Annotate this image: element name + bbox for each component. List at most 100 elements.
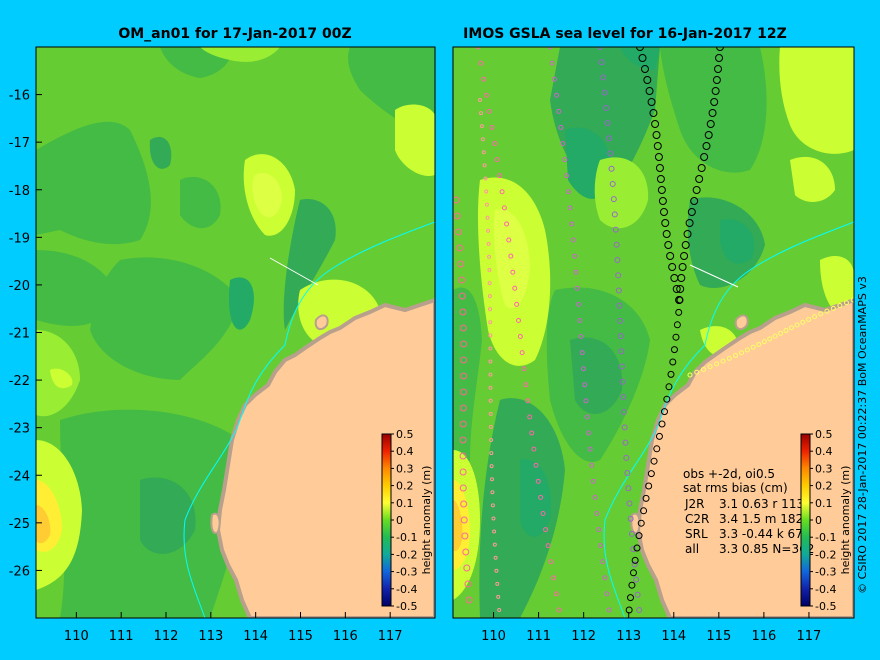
colorbar-label: height anomaly (m)	[839, 466, 852, 575]
obs-marker	[488, 385, 493, 390]
obs-marker	[487, 268, 492, 272]
obs-marker	[488, 307, 493, 312]
obs-marker	[582, 382, 588, 388]
obs-marker	[488, 359, 493, 364]
obs-marker	[577, 317, 583, 323]
obs-marker	[652, 131, 661, 139]
colorbar-tick-label: -0.5	[396, 600, 417, 613]
obs-marker	[482, 163, 487, 168]
obs-marker	[642, 494, 650, 502]
colorbar-tick-label: 0.2	[815, 480, 833, 493]
obs-marker	[778, 330, 784, 336]
obs-marker	[665, 383, 673, 391]
obs-marker	[590, 478, 596, 484]
y-tick-label: -17	[9, 136, 30, 151]
y-tick-label: -16	[9, 89, 30, 104]
obs-marker	[620, 393, 627, 400]
colorbar-tick-label: -0.2	[815, 548, 836, 561]
obs-marker	[487, 294, 492, 299]
obs-marker	[481, 150, 486, 155]
colorbar-tick-label: -0.1	[815, 531, 836, 544]
obs-marker	[621, 424, 628, 431]
obs-marker	[788, 325, 794, 331]
obs-marker	[714, 361, 720, 367]
x-tick-label: 110	[64, 629, 89, 644]
obs-marker	[617, 317, 624, 324]
obs-marker	[656, 175, 665, 183]
y-tick-label: -23	[9, 422, 30, 437]
obs-marker	[635, 532, 643, 540]
colorbar-tick-label: 0.3	[396, 462, 414, 475]
obs-marker	[672, 285, 681, 293]
obs-marker	[553, 591, 559, 597]
obs-marker	[651, 120, 660, 128]
obs-marker	[613, 241, 620, 248]
obs-marker	[733, 353, 739, 359]
colorbar-tick-label: -0.3	[396, 566, 417, 579]
obs-marker	[574, 285, 580, 291]
colorbar-tick-label: 0.3	[815, 462, 833, 475]
obs-marker	[598, 59, 605, 66]
legend-line-1: obs +-2d, oi0.5	[683, 467, 775, 481]
right-map-panel: obs +-2d, oi0.5 sat rms bias (cm) J2R 3.…	[453, 47, 854, 618]
x-tick-label: 114	[661, 629, 686, 644]
obs-marker	[489, 438, 494, 442]
y-tick-label: -26	[9, 564, 30, 579]
obs-marker	[645, 482, 653, 490]
colorbar-tick-label: -0.5	[815, 600, 836, 613]
obs-marker	[669, 358, 677, 366]
obs-marker	[681, 241, 690, 249]
obs-marker	[800, 319, 806, 325]
obs-marker	[626, 500, 633, 507]
obs-marker	[720, 358, 726, 364]
obs-marker	[529, 430, 535, 436]
obs-marker	[663, 395, 671, 403]
obs-marker	[692, 186, 701, 194]
obs-marker	[767, 336, 773, 342]
colorbar-tick-label: -0.4	[815, 583, 836, 596]
x-tick-label: 117	[378, 629, 403, 644]
obs-marker	[461, 532, 469, 540]
obs-marker	[464, 580, 472, 588]
obs-marker	[497, 173, 503, 179]
obs-marker	[666, 252, 675, 260]
obs-marker	[806, 316, 812, 322]
obs-marker	[567, 205, 573, 211]
obs-marker	[535, 478, 541, 484]
obs-marker	[488, 398, 493, 403]
obs-marker	[460, 500, 468, 508]
obs-marker	[772, 333, 778, 339]
obs-marker	[628, 581, 636, 589]
obs-marker	[623, 454, 630, 461]
x-tick-label: 115	[288, 629, 313, 644]
obs-marker	[460, 356, 468, 364]
obs-marker	[589, 462, 595, 468]
obs-marker	[486, 228, 491, 233]
colorbar-gradient	[800, 433, 811, 607]
obs-marker	[647, 98, 656, 106]
obs-marker	[662, 230, 671, 238]
y-tick-label: -21	[9, 327, 30, 342]
obs-marker	[615, 272, 622, 279]
obs-marker	[676, 296, 684, 304]
obs-marker	[554, 92, 560, 98]
obs-marker	[638, 54, 647, 62]
obs-marker	[545, 543, 551, 549]
obs-marker	[510, 269, 516, 275]
obs-marker	[640, 507, 648, 515]
obs-marker	[624, 470, 631, 477]
obs-marker	[508, 253, 514, 259]
obs-marker	[618, 348, 625, 355]
legend-row-values: 3.3 -0.44 k 67	[719, 527, 803, 541]
obs-marker	[615, 287, 622, 294]
obs-marker	[672, 333, 680, 341]
obs-marker	[486, 108, 492, 114]
y-tick-label: -20	[9, 279, 30, 294]
obs-marker	[596, 527, 602, 533]
obs-marker	[633, 576, 640, 583]
obs-marker	[562, 157, 568, 163]
y-tick-label: -19	[9, 231, 30, 246]
colorbar-tick-label: 0.1	[815, 497, 833, 510]
obs-marker	[459, 404, 467, 412]
